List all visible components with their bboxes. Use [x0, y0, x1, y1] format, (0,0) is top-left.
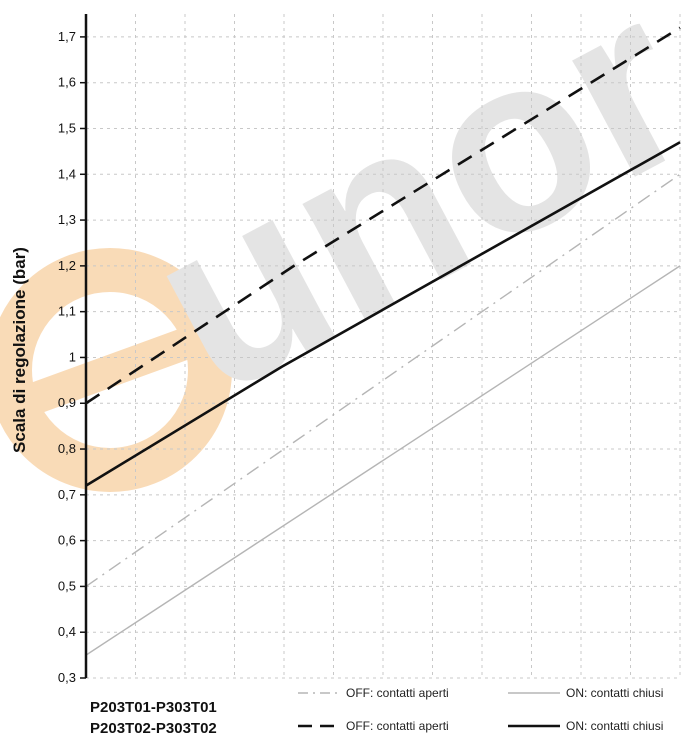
y-tick-label: 1 — [69, 349, 76, 364]
y-tick-label: 0,5 — [58, 578, 76, 593]
y-tick-label: 0,9 — [58, 395, 76, 410]
y-tick-label: 0,4 — [58, 624, 76, 639]
legend-label-1: OFF: contatti aperti — [346, 686, 449, 700]
legend-label-2: ON: contatti chiusi — [566, 686, 663, 700]
y-tick-label: 1,6 — [58, 75, 76, 90]
y-tick-label: 1,4 — [58, 166, 76, 181]
y-tick-label: 0,8 — [58, 441, 76, 456]
y-tick-label: 1,7 — [58, 29, 76, 44]
y-axis: 0,3 0,4 0,5 0,6 0,7 0,8 0,9 1 1,1 1,2 1,3 1,4 1,5 1,6… — [58, 14, 88, 685]
series-line-2 — [85, 265, 681, 656]
y-axis-label: Scala di regolazione (bar) — [10, 247, 29, 453]
legend-label-3: OFF: contatti aperti — [346, 719, 449, 733]
series-line-4 — [85, 141, 681, 487]
y-tick-label: 0,7 — [58, 487, 76, 502]
y-tick-label: 1,2 — [58, 258, 76, 273]
legend: OFF: contatti aperti ON: contatti chiusi O… — [298, 686, 663, 733]
y-tick-label: 1,3 — [58, 212, 76, 227]
y-tick-label: 1,1 — [58, 304, 76, 319]
series-layer — [85, 26, 681, 656]
series-line-3 — [85, 26, 681, 405]
watermark-e-bar — [15, 323, 206, 419]
y-tick-label: 0,3 — [58, 670, 76, 685]
legend-label-4: ON: contatti chiusi — [566, 719, 663, 733]
model-label-1: P203T01-P303T01 — [90, 699, 217, 716]
y-tick-label: 0,6 — [58, 533, 76, 548]
grid — [86, 14, 681, 679]
y-tick-label: 1,5 — [58, 120, 76, 135]
model-label-2: P203T02-P303T02 — [90, 720, 217, 737]
series-line-1 — [85, 173, 681, 587]
